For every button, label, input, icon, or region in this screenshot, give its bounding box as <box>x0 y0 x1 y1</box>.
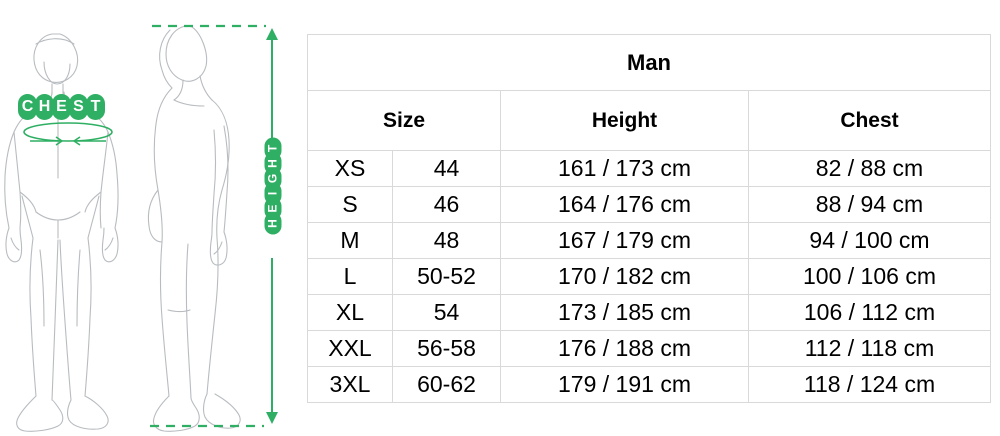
table-row: L 50-52 170 / 182 cm 100 / 106 cm <box>307 258 991 295</box>
cell-size-label: XL <box>307 294 393 331</box>
cell-chest: 118 / 124 cm <box>748 366 991 403</box>
height-dimension-arrow-icon <box>150 24 278 428</box>
cell-size-numeric: 60-62 <box>392 366 501 403</box>
cell-size-numeric: 54 <box>392 294 501 331</box>
chest-measure-arrows-icon <box>23 122 113 146</box>
cell-size-label: S <box>307 186 393 223</box>
cell-size-label: 3XL <box>307 366 393 403</box>
table-title: Man <box>307 34 991 91</box>
column-header-size: Size <box>307 90 501 151</box>
cell-height: 179 / 191 cm <box>500 366 749 403</box>
cell-chest: 88 / 94 cm <box>748 186 991 223</box>
cell-height: 164 / 176 cm <box>500 186 749 223</box>
cell-size-numeric: 48 <box>392 222 501 259</box>
table-row: 3XL 60-62 179 / 191 cm 118 / 124 cm <box>307 366 991 403</box>
cell-size-label: M <box>307 222 393 259</box>
table-header-row: Size Height Chest <box>307 90 991 151</box>
table-row: XXL 56-58 176 / 188 cm 112 / 118 cm <box>307 330 991 367</box>
cell-size-numeric: 50-52 <box>392 258 501 295</box>
cell-size-numeric: 56-58 <box>392 330 501 367</box>
chest-label-letter: S <box>69 94 88 120</box>
table-row: XS 44 161 / 173 cm 82 / 88 cm <box>307 150 991 187</box>
front-view-figure <box>4 33 119 432</box>
cell-size-numeric: 44 <box>392 150 501 187</box>
cell-chest: 82 / 88 cm <box>748 150 991 187</box>
table-title-row: Man <box>307 34 991 91</box>
side-view-figure <box>147 25 241 432</box>
cell-height: 173 / 185 cm <box>500 294 749 331</box>
cell-height: 167 / 179 cm <box>500 222 749 259</box>
size-chart-table: Man Size Height Chest XS 44 161 / 173 cm… <box>307 34 991 403</box>
height-label: H E I G H T <box>262 137 284 235</box>
cell-height: 170 / 182 cm <box>500 258 749 295</box>
cell-chest: 94 / 100 cm <box>748 222 991 259</box>
cell-chest: 112 / 118 cm <box>748 330 991 367</box>
chest-label-letter: T <box>86 94 105 120</box>
table-row: S 46 164 / 176 cm 88 / 94 cm <box>307 186 991 223</box>
height-label-letter: T <box>264 137 282 160</box>
cell-height: 161 / 173 cm <box>500 150 749 187</box>
chest-label-letter: E <box>52 94 71 120</box>
cell-size-label: L <box>307 258 393 295</box>
cell-chest: 100 / 106 cm <box>748 258 991 295</box>
body-illustration: C H E S T H E I G H T <box>0 0 300 436</box>
chest-label: C H E S T <box>18 94 105 120</box>
chest-label-letter: C <box>18 94 37 120</box>
table-row: M 48 167 / 179 cm 94 / 100 cm <box>307 222 991 259</box>
cell-chest: 106 / 112 cm <box>748 294 991 331</box>
cell-size-label: XS <box>307 150 393 187</box>
table-row: XL 54 173 / 185 cm 106 / 112 cm <box>307 294 991 331</box>
column-header-chest: Chest <box>748 90 991 151</box>
cell-size-label: XXL <box>307 330 393 367</box>
cell-size-numeric: 46 <box>392 186 501 223</box>
chest-label-letter: H <box>35 94 54 120</box>
cell-height: 176 / 188 cm <box>500 330 749 367</box>
column-header-height: Height <box>500 90 749 151</box>
